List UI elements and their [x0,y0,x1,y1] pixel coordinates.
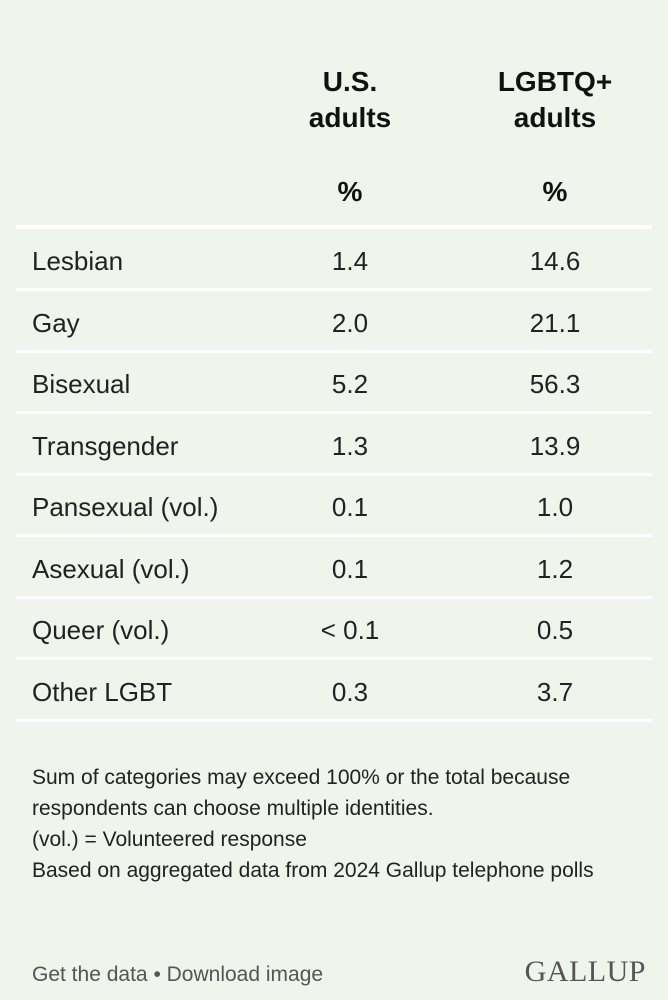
column-header-us-adults: U.S. adults [255,64,445,136]
gallup-logo: GALLUP [524,955,646,988]
cell-us-adults: 1.4 [331,246,369,276]
column-header-line: adults [513,102,597,133]
table-row: Bisexual 5.2 56.3 [16,353,652,414]
download-image-link[interactable]: Download image [166,963,324,986]
cell-lgbtq-adults: 56.3 [529,369,581,399]
row-label: Queer (vol.) [32,615,170,645]
table-row: Lesbian 1.4 14.6 [16,230,652,291]
cell-lgbtq-adults: 0.5 [536,615,574,645]
cell-us-adults: 0.1 [331,553,369,584]
table-row: Asexual (vol.) 0.1 1.2 [16,538,652,599]
row-label: Bisexual [32,369,131,399]
table-row: Other LGBT 0.3 3.7 [16,661,652,722]
footer-links: Get the data • Download image [32,960,323,990]
cell-us-adults: 1.3 [331,430,369,461]
column-unit-us: % [337,176,363,207]
cell-us-adults: 0.1 [331,492,369,522]
row-label: Transgender [32,430,179,461]
table-row: Gay 2.0 21.1 [16,292,652,353]
cell-us-adults: < 0.1 [320,615,380,645]
table-row: Transgender 1.3 13.9 [16,415,652,476]
cell-us-adults: 5.2 [331,369,369,399]
column-header-lgbtq-adults: LGBTQ+ adults [460,64,650,136]
column-header-line: LGBTQ+ [497,66,613,97]
table-row: Pansexual (vol.) 0.1 1.0 [16,476,652,537]
cell-lgbtq-adults: 3.7 [536,676,574,707]
footer-separator: • [153,963,161,986]
get-data-link[interactable]: Get the data [32,963,148,986]
cell-us-adults: 0.3 [331,676,369,707]
cell-lgbtq-adults: 1.2 [536,553,574,584]
cell-lgbtq-adults: 13.9 [529,430,581,461]
column-unit-lgbtq: % [542,176,568,207]
note-line: Based on aggregated data from 2024 Gallu… [32,859,594,882]
column-header-line: adults [308,102,392,133]
cell-lgbtq-adults: 21.1 [529,307,581,338]
notes: Sum of categories may exceed 100% or the… [32,762,642,886]
row-label: Asexual (vol.) [32,553,190,584]
cell-lgbtq-adults: 1.0 [536,492,574,522]
row-label: Other LGBT [32,676,173,707]
table-row: Queer (vol.) < 0.1 0.5 [16,599,652,660]
cell-us-adults: 2.0 [331,307,369,338]
note-line: (vol.) = Volunteered response [32,828,307,851]
cell-lgbtq-adults: 14.6 [529,246,581,276]
row-label: Lesbian [32,246,124,276]
row-label: Gay [32,307,80,338]
note-line: Sum of categories may exceed 100% or the… [32,766,571,820]
row-label: Pansexual (vol.) [32,492,219,522]
column-header-line: U.S. [322,66,378,97]
header-divider [16,225,652,229]
